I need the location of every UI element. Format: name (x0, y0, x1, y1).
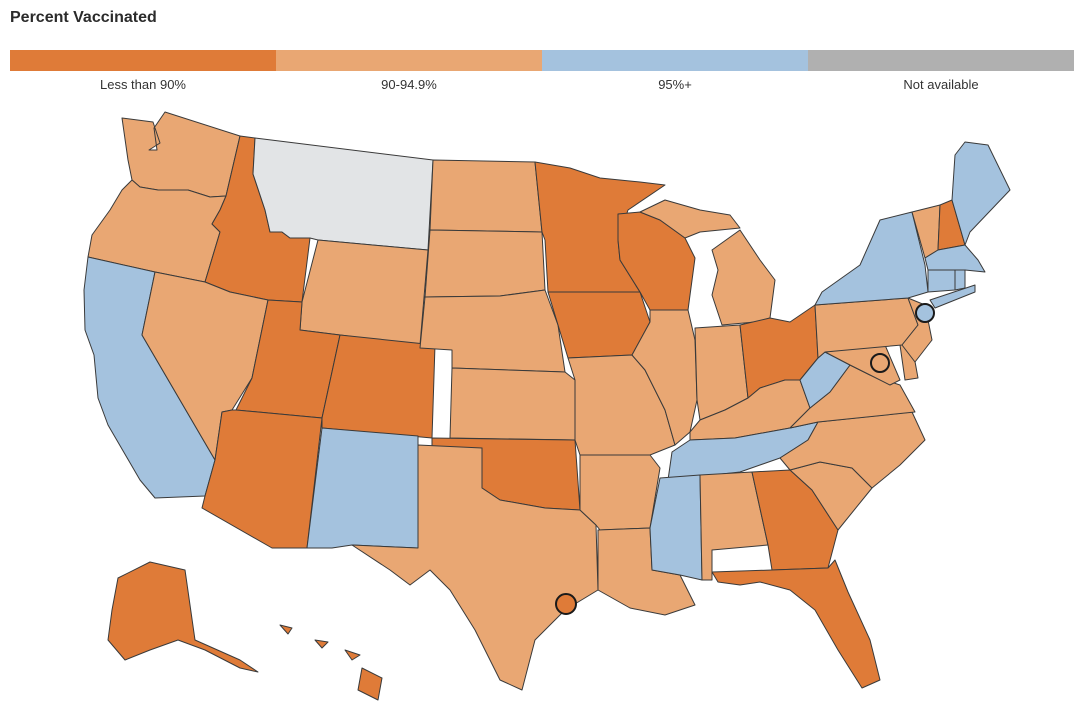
state-wa[interactable] (121, 111, 241, 198)
legend-swatch-90-94 (276, 50, 542, 71)
state-nv[interactable] (141, 271, 269, 461)
state-ia[interactable] (547, 291, 651, 359)
legend-label-95-plus: 95%+ (658, 77, 692, 92)
legend-label-less-than-90: Less than 90% (99, 77, 186, 92)
state-nd[interactable] (429, 159, 543, 233)
state-hi[interactable] (279, 624, 383, 701)
state-me[interactable] (951, 141, 1011, 246)
state-tx[interactable] (351, 444, 599, 691)
state-nm[interactable] (306, 427, 419, 549)
state-ri[interactable] (954, 269, 966, 291)
state-az[interactable] (201, 409, 323, 549)
state-nc[interactable] (779, 411, 926, 489)
state-fl[interactable] (711, 559, 881, 689)
state-ny[interactable] (814, 211, 976, 309)
state-co[interactable] (321, 334, 436, 439)
city-marker-nyc[interactable] (915, 303, 935, 323)
state-ct[interactable] (927, 269, 956, 293)
legend-swatch-not-available (808, 50, 1074, 71)
state-ak[interactable] (107, 561, 259, 673)
state-ks[interactable] (449, 367, 576, 441)
state-mt[interactable] (252, 137, 434, 251)
state-ms[interactable] (649, 474, 703, 581)
state-il[interactable] (631, 309, 698, 446)
legend-label-90-94: 90-94.9% (381, 77, 437, 92)
state-ne[interactable] (419, 289, 566, 373)
legend-swatch-less-than-90 (10, 50, 276, 71)
map-title: Percent Vaccinated (10, 9, 157, 26)
state-ar[interactable] (579, 454, 661, 531)
state-sd[interactable] (424, 229, 546, 298)
city-marker-dc[interactable] (870, 353, 890, 373)
legend-swatch-95-plus (542, 50, 808, 71)
city-marker-houston[interactable] (555, 593, 577, 615)
legend-label-not-available: Not available (903, 77, 979, 92)
state-wy[interactable] (299, 239, 429, 346)
